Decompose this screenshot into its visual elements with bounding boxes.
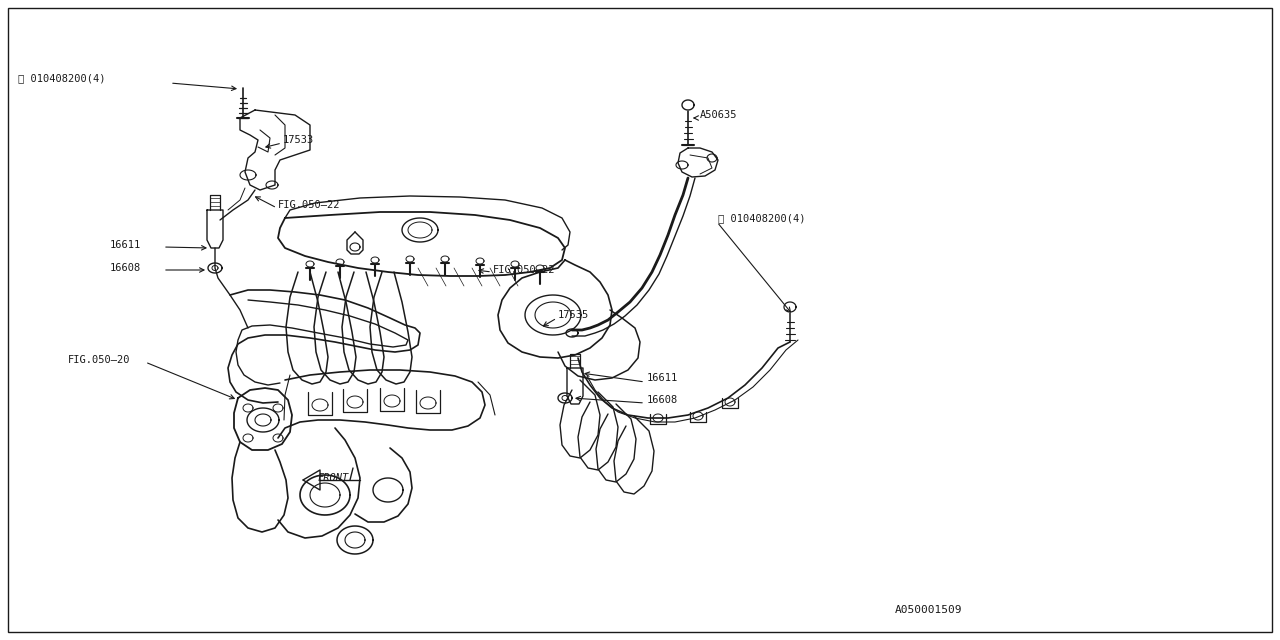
Text: 17535: 17535 xyxy=(558,310,589,320)
Text: 16611: 16611 xyxy=(646,373,678,383)
Polygon shape xyxy=(785,302,796,312)
Text: Ⓑ 010408200(4): Ⓑ 010408200(4) xyxy=(18,73,105,83)
Text: A050001509: A050001509 xyxy=(895,605,963,615)
Text: FIG.050–20: FIG.050–20 xyxy=(68,355,131,365)
Text: FIG.050–22: FIG.050–22 xyxy=(493,265,556,275)
Text: Ⓑ 010408200(4): Ⓑ 010408200(4) xyxy=(718,213,805,223)
Text: 16608: 16608 xyxy=(110,263,141,273)
Text: FRONT: FRONT xyxy=(317,473,349,483)
Text: A50635: A50635 xyxy=(700,110,737,120)
Text: FIG.050–22: FIG.050–22 xyxy=(278,200,340,210)
Text: 17533: 17533 xyxy=(283,135,315,145)
Polygon shape xyxy=(682,100,694,110)
Text: 16611: 16611 xyxy=(110,240,141,250)
Text: 16608: 16608 xyxy=(646,395,678,405)
